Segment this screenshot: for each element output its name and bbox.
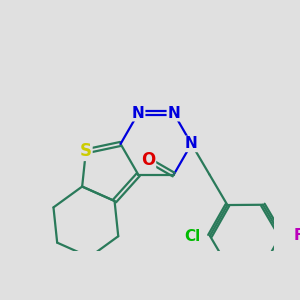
Text: Cl: Cl <box>184 229 200 244</box>
Text: F: F <box>293 228 300 243</box>
Text: N: N <box>185 136 198 152</box>
Text: N: N <box>132 106 145 121</box>
Text: N: N <box>167 106 180 121</box>
Text: S: S <box>80 142 92 160</box>
Text: O: O <box>141 151 155 169</box>
